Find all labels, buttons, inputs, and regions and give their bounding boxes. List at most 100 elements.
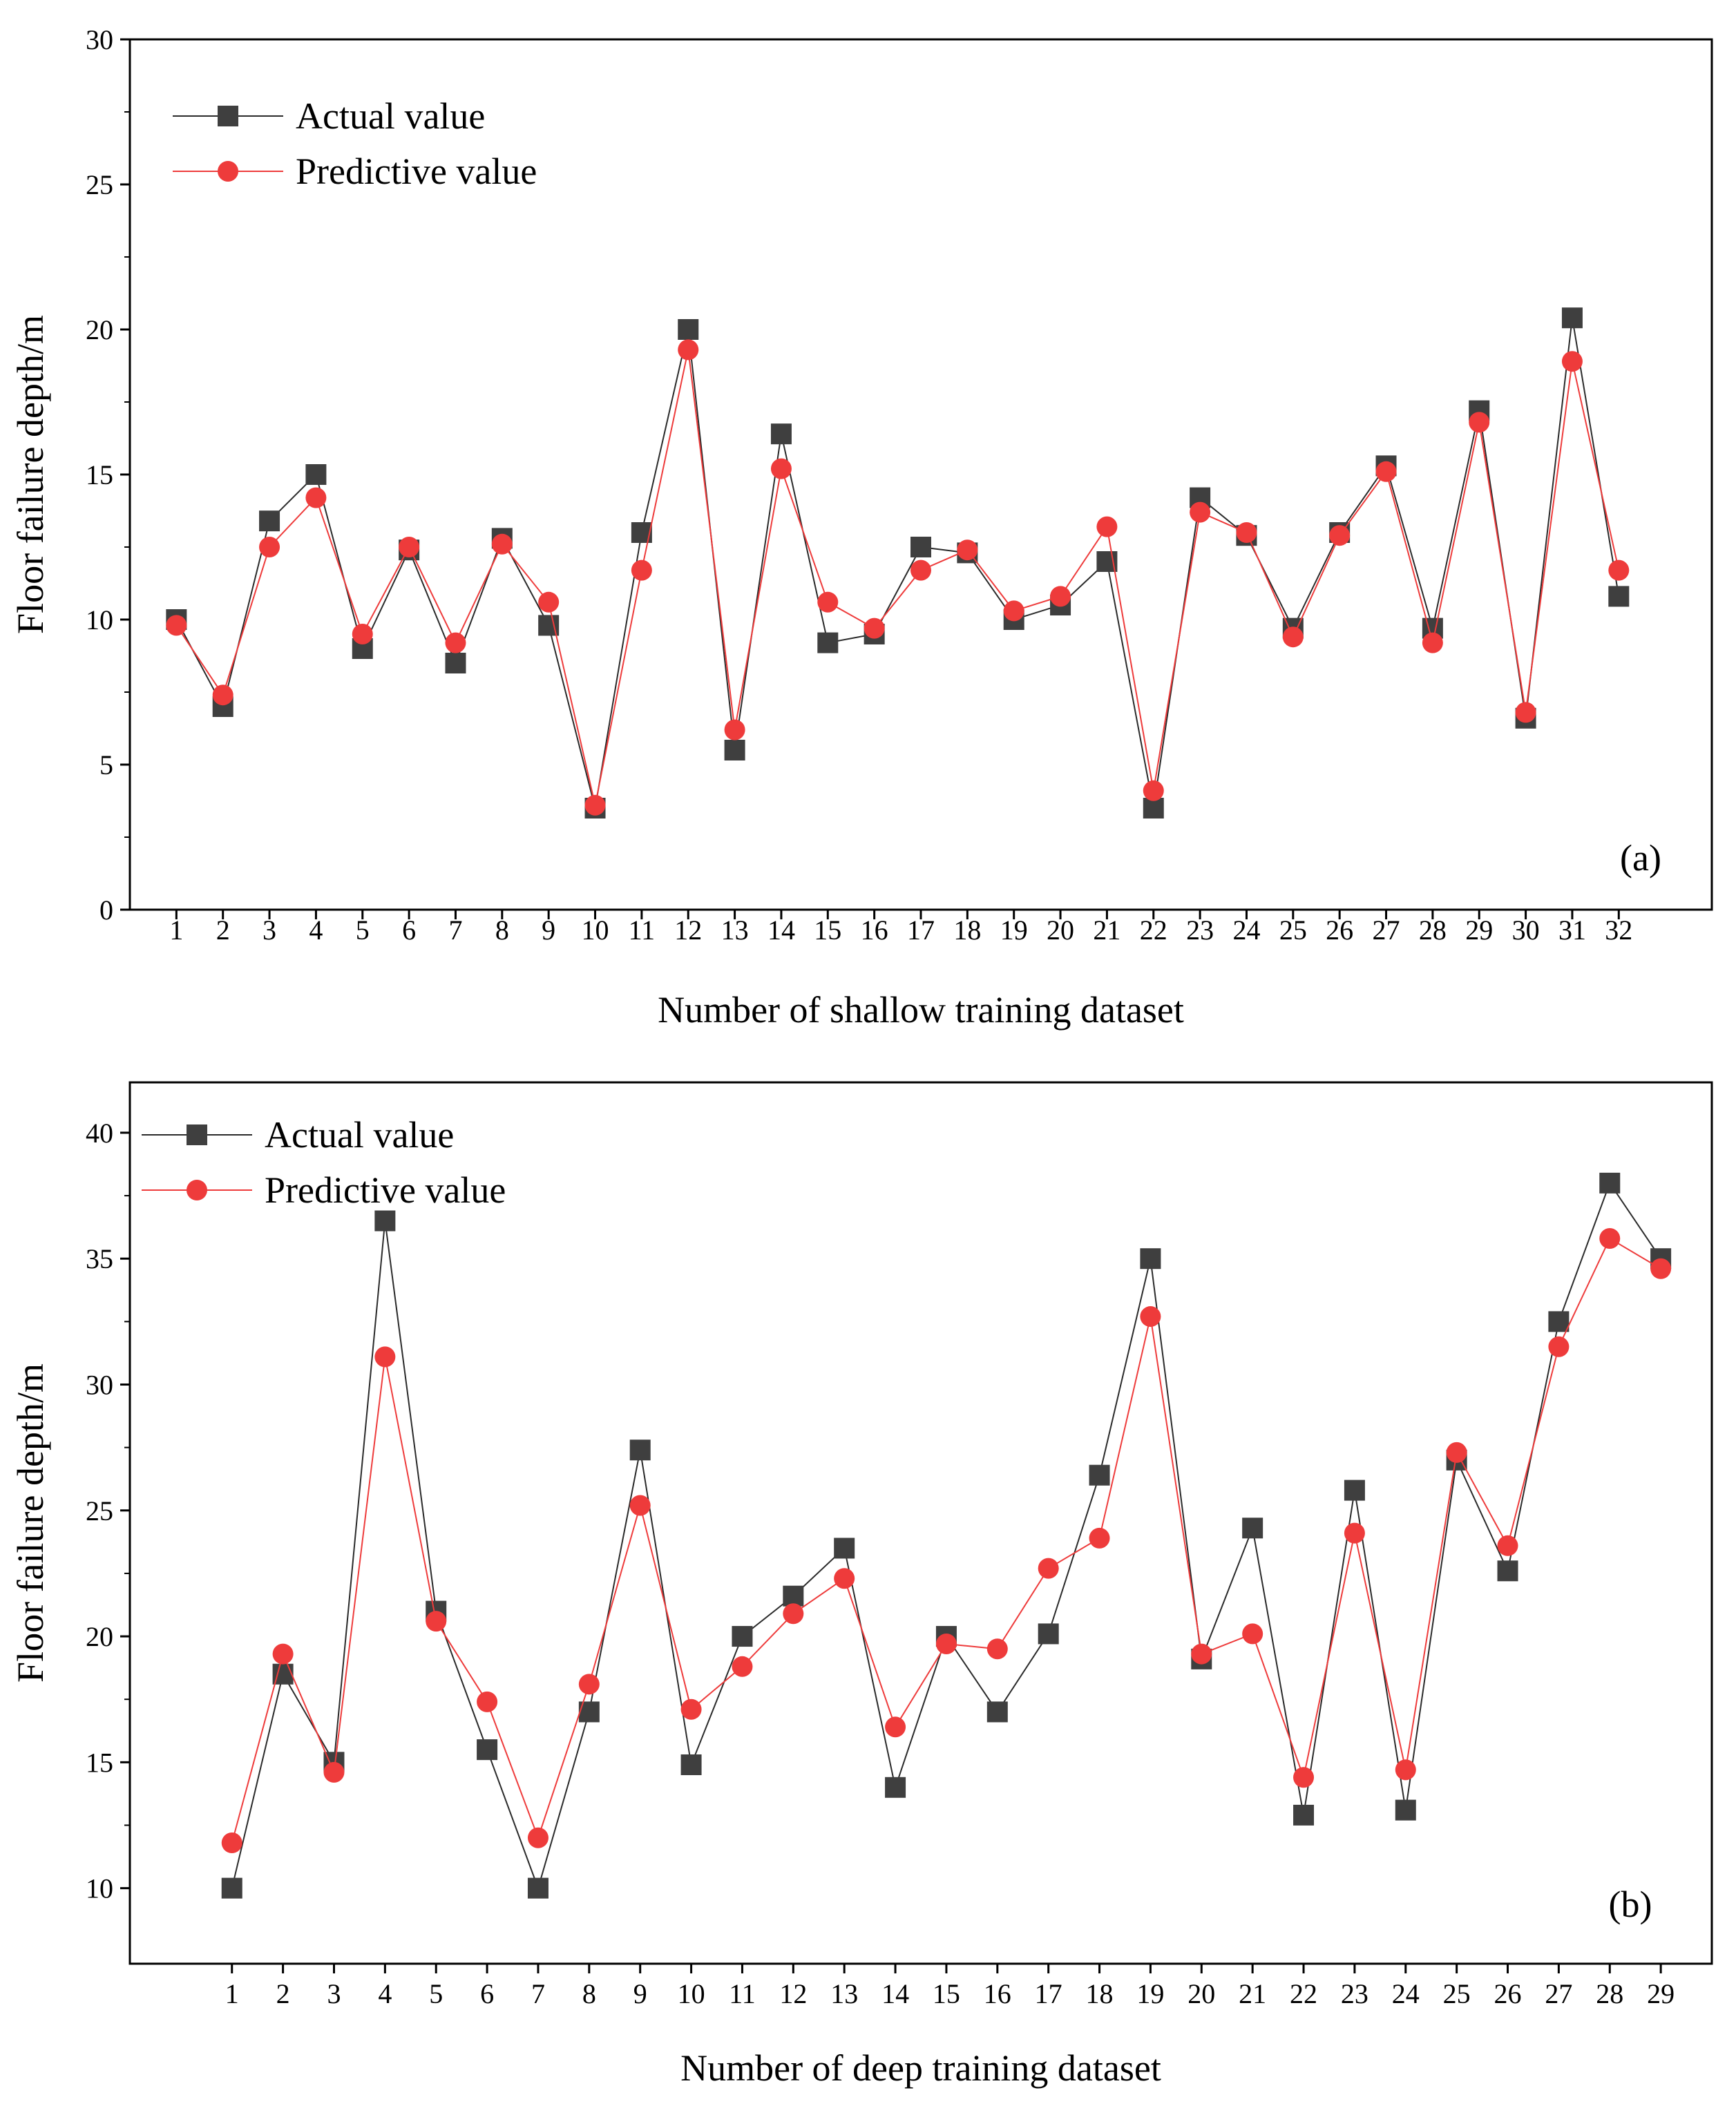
data-point-predictive [445, 632, 466, 653]
data-point-predictive [1140, 1306, 1161, 1328]
x-tick-label: 30 [1512, 915, 1540, 946]
y-tick-label: 35 [86, 1243, 113, 1274]
data-point-predictive [426, 1611, 447, 1632]
x-tick-label: 11 [629, 915, 656, 946]
data-point-predictive [864, 618, 885, 639]
data-point-predictive [885, 1716, 906, 1738]
data-point-actual [445, 653, 466, 673]
data-point-actual [986, 1701, 1008, 1723]
data-point-predictive [629, 1495, 651, 1516]
legend-label-2: Predictive value [265, 1169, 506, 1211]
data-point-actual [305, 464, 327, 485]
data-point-actual [477, 1739, 498, 1761]
data-point-predictive [584, 794, 606, 816]
data-point-predictive [1650, 1258, 1672, 1279]
data-point-actual [783, 1585, 804, 1607]
data-point-predictive [957, 539, 978, 561]
x-tick-label: 12 [779, 1978, 807, 2009]
data-point-actual [527, 1877, 549, 1899]
legend-marker-actual [218, 106, 238, 126]
x-tick-label: 10 [582, 915, 609, 946]
x-tick-label: 26 [1326, 915, 1353, 946]
data-point-actual [885, 1777, 906, 1798]
data-point-predictive [783, 1603, 804, 1625]
data-point-predictive [910, 559, 931, 581]
legend-marker-predictive [218, 161, 238, 182]
data-point-predictive [1191, 1643, 1212, 1665]
x-tick-label: 5 [429, 1978, 443, 2009]
x-tick-label: 27 [1545, 1978, 1572, 2009]
x-tick-label: 18 [1086, 1978, 1114, 2009]
data-point-actual [259, 510, 280, 532]
data-point-actual [1599, 1172, 1621, 1194]
data-point-predictive [1344, 1522, 1365, 1544]
x-tick-label: 16 [861, 915, 888, 946]
x-tick-label: 15 [814, 915, 841, 946]
data-point-predictive [1561, 351, 1583, 372]
data-point-predictive [1548, 1336, 1570, 1357]
x-tick-label: 18 [953, 915, 981, 946]
data-point-predictive [1293, 1767, 1315, 1788]
x-tick-label: 28 [1419, 915, 1447, 946]
x-tick-label: 7 [448, 915, 462, 946]
x-tick-label: 20 [1187, 1978, 1215, 2009]
x-tick-label: 7 [531, 1978, 545, 2009]
x-tick-label: 6 [480, 1978, 494, 2009]
x-tick-label: 23 [1341, 1978, 1368, 2009]
x-tick-label: 28 [1596, 1978, 1623, 2009]
x-tick-label: 16 [984, 1978, 1011, 2009]
data-point-predictive [538, 591, 560, 613]
data-point-actual [770, 423, 792, 445]
x-tick-label: 22 [1140, 915, 1167, 946]
x-tick-label: 11 [729, 1978, 756, 2009]
data-point-actual [680, 1754, 702, 1775]
y-tick-label: 10 [86, 604, 113, 635]
data-point-actual [1608, 586, 1630, 607]
data-point-predictive [1038, 1558, 1059, 1579]
x-tick-label: 2 [276, 1978, 290, 2009]
x-tick-label: 20 [1047, 915, 1074, 946]
x-tick-label: 14 [881, 1978, 909, 2009]
x-tick-label: 1 [225, 1978, 239, 2009]
data-point-predictive [1497, 1535, 1518, 1556]
data-point-actual [724, 740, 745, 760]
data-point-predictive [724, 719, 745, 740]
data-point-predictive [477, 1691, 498, 1712]
data-point-predictive [1599, 1228, 1621, 1250]
data-point-predictive [1608, 559, 1630, 581]
data-point-actual [1293, 1804, 1315, 1826]
x-tick-label: 8 [582, 1978, 596, 2009]
data-point-actual [1395, 1799, 1416, 1821]
data-point-actual [1561, 307, 1583, 329]
data-point-actual [1143, 798, 1164, 819]
data-point-predictive [1190, 501, 1211, 523]
data-point-predictive [1395, 1759, 1416, 1781]
y-tick-label: 25 [86, 169, 113, 200]
data-point-actual [221, 1877, 242, 1899]
data-point-predictive [834, 1568, 855, 1589]
x-tick-label: 8 [495, 915, 509, 946]
x-tick-label: 12 [674, 915, 702, 946]
data-point-predictive [305, 487, 327, 508]
data-point-predictive [1515, 702, 1536, 723]
x-axis-title: Number of deep training dataset [680, 2047, 1161, 2089]
x-tick-label: 25 [1443, 1978, 1471, 2009]
legend-label-2: Predictive value [296, 151, 537, 192]
series-line-1 [175, 318, 1620, 809]
y-tick-label: 15 [86, 459, 113, 490]
y-tick-label: 30 [86, 24, 113, 55]
data-point-predictive [1422, 632, 1443, 653]
data-point-actual [1344, 1480, 1365, 1501]
y-tick-label: 15 [86, 1747, 113, 1778]
x-tick-label: 31 [1558, 915, 1586, 946]
data-point-predictive [1242, 1623, 1263, 1645]
data-point-predictive [221, 1832, 242, 1854]
y-tick-label: 30 [86, 1369, 113, 1400]
data-point-predictive [352, 624, 373, 644]
data-point-predictive [491, 533, 513, 555]
x-tick-label: 15 [933, 1978, 960, 2009]
data-point-predictive [578, 1674, 600, 1695]
data-point-actual [1089, 1464, 1110, 1486]
x-tick-label: 3 [263, 915, 276, 946]
